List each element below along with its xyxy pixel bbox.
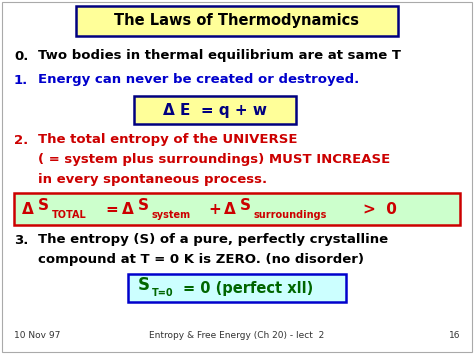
Text: The Laws of Thermodynamics: The Laws of Thermodynamics (115, 13, 359, 29)
Text: S: S (138, 199, 149, 213)
Text: TOTAL: TOTAL (52, 210, 87, 220)
Text: =: = (105, 201, 118, 217)
Text: = 0 (perfect xll): = 0 (perfect xll) (183, 280, 313, 296)
Text: system: system (152, 210, 191, 220)
Text: The total entropy of the UNIVERSE: The total entropy of the UNIVERSE (38, 133, 298, 147)
Text: 1.: 1. (14, 74, 28, 86)
Text: ( = system plus surroundings) MUST INCREASE: ( = system plus surroundings) MUST INCRE… (38, 154, 390, 166)
Text: Δ E  = q + w: Δ E = q + w (163, 103, 267, 118)
Text: +: + (208, 201, 221, 217)
FancyBboxPatch shape (128, 274, 346, 302)
Text: S: S (240, 199, 251, 213)
Text: T=0: T=0 (152, 288, 173, 298)
Text: Energy can never be created or destroyed.: Energy can never be created or destroyed… (38, 74, 359, 86)
Text: compound at T = 0 K is ZERO. (no disorder): compound at T = 0 K is ZERO. (no disorde… (38, 253, 364, 267)
FancyBboxPatch shape (76, 6, 398, 36)
Text: 10 Nov 97: 10 Nov 97 (14, 331, 60, 341)
Text: The entropy (S) of a pure, perfectly crystalline: The entropy (S) of a pure, perfectly cry… (38, 234, 388, 246)
Text: 16: 16 (448, 331, 460, 341)
Text: 2.: 2. (14, 133, 28, 147)
Text: Two bodies in thermal equilibrium are at same T: Two bodies in thermal equilibrium are at… (38, 50, 401, 63)
Text: 3.: 3. (14, 234, 28, 246)
Text: S: S (138, 276, 150, 294)
Text: Δ: Δ (22, 201, 34, 217)
Text: Entropy & Free Energy (Ch 20) - lect  2: Entropy & Free Energy (Ch 20) - lect 2 (149, 331, 325, 341)
Text: >  0: > 0 (363, 201, 397, 217)
FancyBboxPatch shape (14, 193, 460, 225)
Text: in every spontaneous process.: in every spontaneous process. (38, 173, 267, 187)
Text: 0.: 0. (14, 50, 28, 63)
Text: surroundings: surroundings (254, 210, 328, 220)
FancyBboxPatch shape (134, 96, 296, 124)
Text: S: S (38, 199, 49, 213)
Text: Δ: Δ (122, 201, 134, 217)
Text: Δ: Δ (224, 201, 236, 217)
